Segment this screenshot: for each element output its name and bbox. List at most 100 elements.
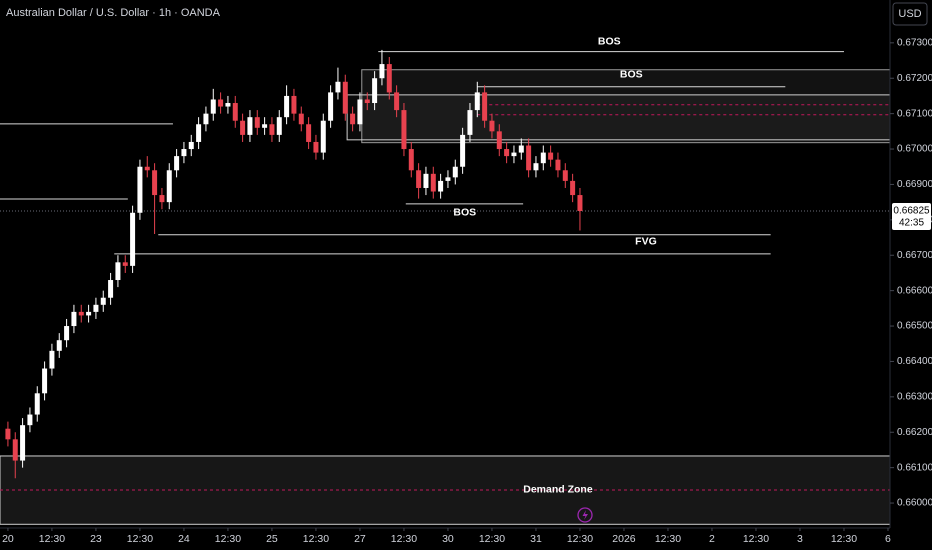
candle-body xyxy=(232,103,238,121)
candle-body xyxy=(452,166,458,178)
x-tick-label: 12:30 xyxy=(127,533,153,545)
candle-body xyxy=(467,110,473,135)
candle-body xyxy=(5,428,11,440)
candle-body xyxy=(445,177,451,181)
candle-body xyxy=(408,149,414,171)
x-tick-label: 25 xyxy=(266,533,278,545)
x-tick-label: 3 xyxy=(797,533,803,545)
chart-title: Australian Dollar / U.S. Dollar · 1h · O… xyxy=(6,7,221,19)
candle-body xyxy=(254,117,260,128)
y-tick-label: 0.66600 xyxy=(897,285,932,296)
candle-body xyxy=(394,92,400,111)
currency-button[interactable] xyxy=(892,2,928,26)
y-tick-label: 0.66000 xyxy=(897,498,932,509)
candle-body xyxy=(188,141,194,150)
annotation: BOS xyxy=(453,207,476,219)
alert-circle[interactable] xyxy=(577,507,593,523)
candle-body xyxy=(438,180,444,192)
y-tick-label: 0.66900 xyxy=(897,179,932,190)
candle-body xyxy=(71,311,77,327)
candle-body xyxy=(577,195,583,211)
candle-body xyxy=(350,113,356,125)
candle-body xyxy=(49,350,55,369)
y-tick-label: 0.66200 xyxy=(897,427,932,438)
candle-body xyxy=(196,124,202,142)
candle-body xyxy=(130,212,136,266)
x-tick-label: 23 xyxy=(90,533,102,545)
candle-body xyxy=(240,120,246,135)
candle-body xyxy=(34,393,40,415)
alert-icon[interactable] xyxy=(577,507,593,523)
price-badge-label: 0.66825 xyxy=(893,206,930,217)
candle-body xyxy=(474,92,480,111)
candle-body xyxy=(357,99,363,125)
candle-body xyxy=(504,149,510,157)
x-tick-label: 24 xyxy=(178,533,190,545)
candle-body xyxy=(306,124,312,142)
candle-body xyxy=(12,439,18,461)
candle-body xyxy=(152,170,158,196)
candle-body xyxy=(430,173,436,192)
candle-body xyxy=(313,141,319,153)
y-tick-label: 0.66100 xyxy=(897,462,932,473)
candle-body xyxy=(174,156,180,171)
candle-body xyxy=(548,152,554,160)
candle-body xyxy=(423,173,429,188)
candle-body xyxy=(27,414,33,426)
candle-body xyxy=(262,124,268,128)
candle-body xyxy=(364,99,370,104)
candle-body xyxy=(570,180,576,196)
x-tick-label: 12:30 xyxy=(391,533,417,545)
candle-body xyxy=(42,368,48,394)
currency-label[interactable]: USD xyxy=(898,8,921,20)
x-tick-label: 2 xyxy=(709,533,715,545)
candle-body xyxy=(269,124,275,135)
candle-body xyxy=(284,95,290,118)
candle-body xyxy=(108,280,114,298)
x-tick-label: 12:30 xyxy=(655,533,681,545)
candle-body xyxy=(64,326,70,341)
candle-body xyxy=(540,152,546,164)
candle-body xyxy=(115,262,121,281)
x-tick-label: 12:30 xyxy=(743,533,769,545)
price-axis xyxy=(890,0,932,550)
y-tick-label: 0.66500 xyxy=(897,321,932,332)
y-tick-label: 0.67300 xyxy=(897,37,932,48)
candle-body xyxy=(137,166,143,213)
candle-body xyxy=(555,159,561,171)
candle-body xyxy=(489,120,495,132)
zone xyxy=(361,69,891,144)
candle-body xyxy=(181,149,187,157)
countdown-label: 42:35 xyxy=(899,218,924,229)
y-tick-label: 0.66700 xyxy=(897,250,932,261)
x-tick-label: 27 xyxy=(354,533,366,545)
candle-body xyxy=(518,145,524,153)
candle-body xyxy=(122,262,128,266)
candle-body xyxy=(335,81,341,93)
x-tick-label: 12:30 xyxy=(567,533,593,545)
candle-body xyxy=(247,117,253,135)
candle-body xyxy=(511,152,517,157)
candle-body xyxy=(159,195,165,203)
candle-body xyxy=(401,110,407,150)
candle-body xyxy=(328,92,334,121)
y-tick-label: 0.66300 xyxy=(897,391,932,402)
alert-bolt[interactable] xyxy=(582,510,589,520)
candle-body xyxy=(298,113,304,125)
x-tick-label: 12:30 xyxy=(39,533,65,545)
candle-body xyxy=(533,163,539,171)
candle-body xyxy=(144,166,150,171)
x-tick-label: 20 xyxy=(2,533,14,545)
candle-body xyxy=(416,170,422,188)
price-badge xyxy=(892,202,931,230)
candle-body xyxy=(562,170,568,181)
candle-body xyxy=(86,311,92,316)
x-tick-label: 12:30 xyxy=(303,533,329,545)
candle-body xyxy=(210,99,216,114)
candle-body xyxy=(386,64,392,93)
candle-body xyxy=(342,81,348,114)
annotation: Demand Zone xyxy=(523,484,593,496)
x-tick-label: 12:30 xyxy=(215,533,241,545)
